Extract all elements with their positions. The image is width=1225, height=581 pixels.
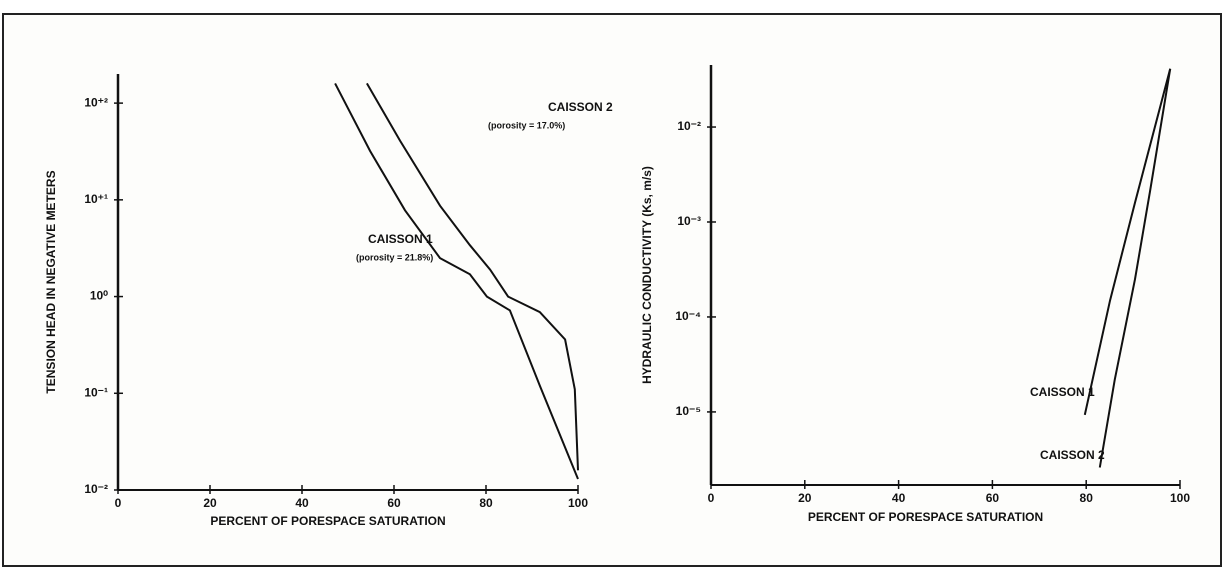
x-tick-label: 60	[986, 491, 1000, 505]
annotation: (porosity = 17.0%)	[488, 120, 565, 130]
y-axis-label: TENSION HEAD IN NEGATIVE METERS	[44, 170, 58, 393]
y-tick-label: 10⁻³	[677, 214, 701, 228]
y-tick-label: 10⁻¹	[84, 385, 108, 399]
y-tick-label: 10⁻²	[677, 119, 701, 133]
frame	[2, 13, 1222, 567]
y-tick-label: 10⁺²	[84, 95, 108, 109]
x-axis-label: PERCENT OF PORESPACE SATURATION	[808, 510, 1043, 524]
data-line	[334, 82, 579, 480]
x-tick-label: 0	[708, 491, 715, 505]
y-tick-label: 10⁻⁵	[676, 404, 701, 418]
y-tick-label: 10⁰	[90, 289, 108, 303]
series-label: CAISSON 2	[548, 100, 613, 114]
data-line	[366, 82, 579, 471]
x-tick-label: 60	[387, 496, 401, 510]
y-tick-label: 10⁺¹	[84, 192, 108, 206]
x-tick-label: 20	[798, 491, 812, 505]
y-tick-label: 10⁻⁴	[675, 309, 701, 323]
x-tick-label: 40	[295, 496, 309, 510]
x-tick-label: 80	[1080, 491, 1094, 505]
x-tick-label: 0	[115, 496, 122, 510]
x-tick-label: 100	[1170, 491, 1190, 505]
y-axis-label: HYDRAULIC CONDUCTIVITY (Ks, m/s)	[640, 166, 654, 384]
x-tick-label: 100	[568, 496, 588, 510]
series-label: CAISSON 2	[1040, 448, 1105, 462]
x-tick-label: 20	[203, 496, 217, 510]
x-axis-label: PERCENT OF PORESPACE SATURATION	[210, 514, 445, 528]
data-line	[1098, 68, 1172, 468]
annotation: (porosity = 21.8%)	[356, 252, 433, 262]
x-tick-label: 80	[479, 496, 493, 510]
series-label: CAISSON 1	[1030, 385, 1095, 399]
series-label: CAISSON 1	[368, 232, 433, 246]
y-tick-label: 10⁻²	[84, 482, 108, 496]
x-tick-label: 40	[892, 491, 906, 505]
data-line	[1083, 68, 1172, 416]
